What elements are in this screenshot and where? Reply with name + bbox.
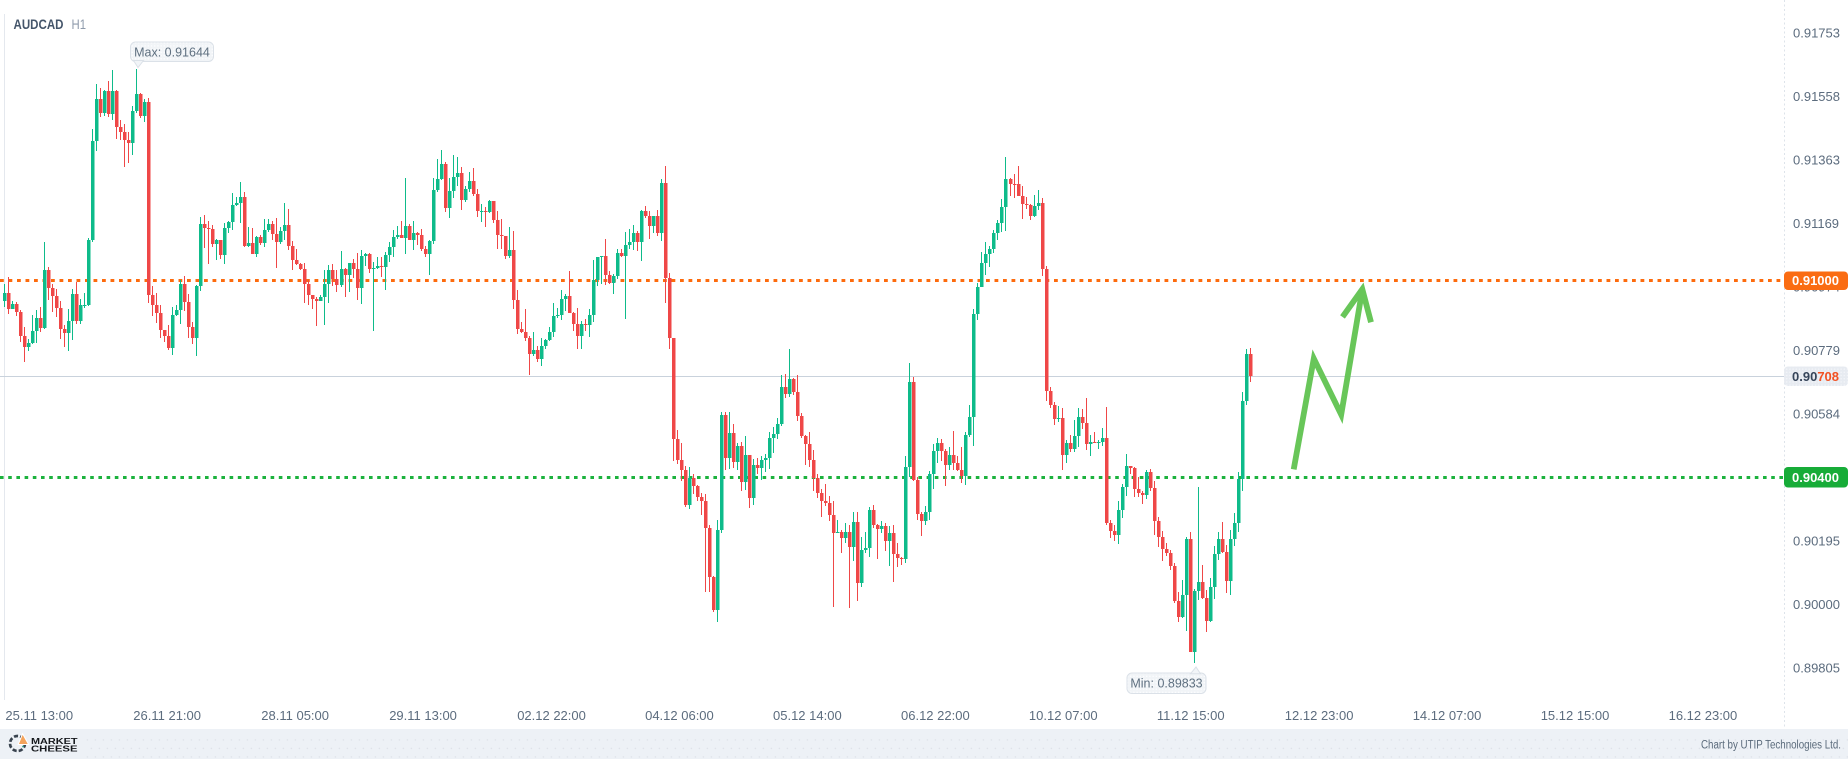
svg-text:0.89805: 0.89805 xyxy=(1793,661,1840,676)
svg-text:0.91169: 0.91169 xyxy=(1793,216,1839,231)
svg-text:11.12 15:00: 11.12 15:00 xyxy=(1157,708,1225,723)
svg-text:0.91753: 0.91753 xyxy=(1793,26,1840,41)
svg-text:AUDCAD: AUDCAD xyxy=(14,17,64,32)
svg-text:16.12 23:00: 16.12 23:00 xyxy=(1669,708,1738,723)
svg-text:Min: 0.89833: Min: 0.89833 xyxy=(1130,677,1202,691)
svg-text:Chart by UTIP Technologies Ltd: Chart by UTIP Technologies Ltd. xyxy=(1701,740,1841,752)
svg-text:0.90000: 0.90000 xyxy=(1793,597,1840,612)
svg-text:15.12 15:00: 15.12 15:00 xyxy=(1541,708,1610,723)
svg-text:25.11 13:00: 25.11 13:00 xyxy=(5,708,73,723)
svg-text:0.90584: 0.90584 xyxy=(1793,407,1840,422)
svg-text:0.91000: 0.91000 xyxy=(1792,273,1839,288)
svg-text:28.11 05:00: 28.11 05:00 xyxy=(261,708,329,723)
svg-text:0.90195: 0.90195 xyxy=(1793,534,1840,549)
svg-text:0.90779: 0.90779 xyxy=(1793,343,1840,358)
svg-text:0.91558: 0.91558 xyxy=(1793,89,1840,104)
svg-text:Max: 0.91644: Max: 0.91644 xyxy=(134,45,210,59)
svg-text:29.11 13:00: 29.11 13:00 xyxy=(389,708,457,723)
svg-text:05.12 14:00: 05.12 14:00 xyxy=(773,708,842,723)
svg-text:0.90708: 0.90708 xyxy=(1792,369,1839,384)
svg-text:02.12 22:00: 02.12 22:00 xyxy=(517,708,586,723)
svg-text:04.12 06:00: 04.12 06:00 xyxy=(645,708,714,723)
svg-text:0.91363: 0.91363 xyxy=(1793,153,1840,168)
svg-text:06.12 22:00: 06.12 22:00 xyxy=(901,708,970,723)
svg-text:14.12 07:00: 14.12 07:00 xyxy=(1413,708,1482,723)
svg-text:CHEESE: CHEESE xyxy=(31,744,78,754)
svg-text:H1: H1 xyxy=(72,17,87,32)
svg-text:26.11 21:00: 26.11 21:00 xyxy=(133,708,201,723)
svg-text:10.12 07:00: 10.12 07:00 xyxy=(1029,708,1098,723)
svg-text:MARKET: MARKET xyxy=(31,736,78,746)
svg-text:12.12 23:00: 12.12 23:00 xyxy=(1285,708,1354,723)
svg-text:0.90400: 0.90400 xyxy=(1792,470,1839,485)
